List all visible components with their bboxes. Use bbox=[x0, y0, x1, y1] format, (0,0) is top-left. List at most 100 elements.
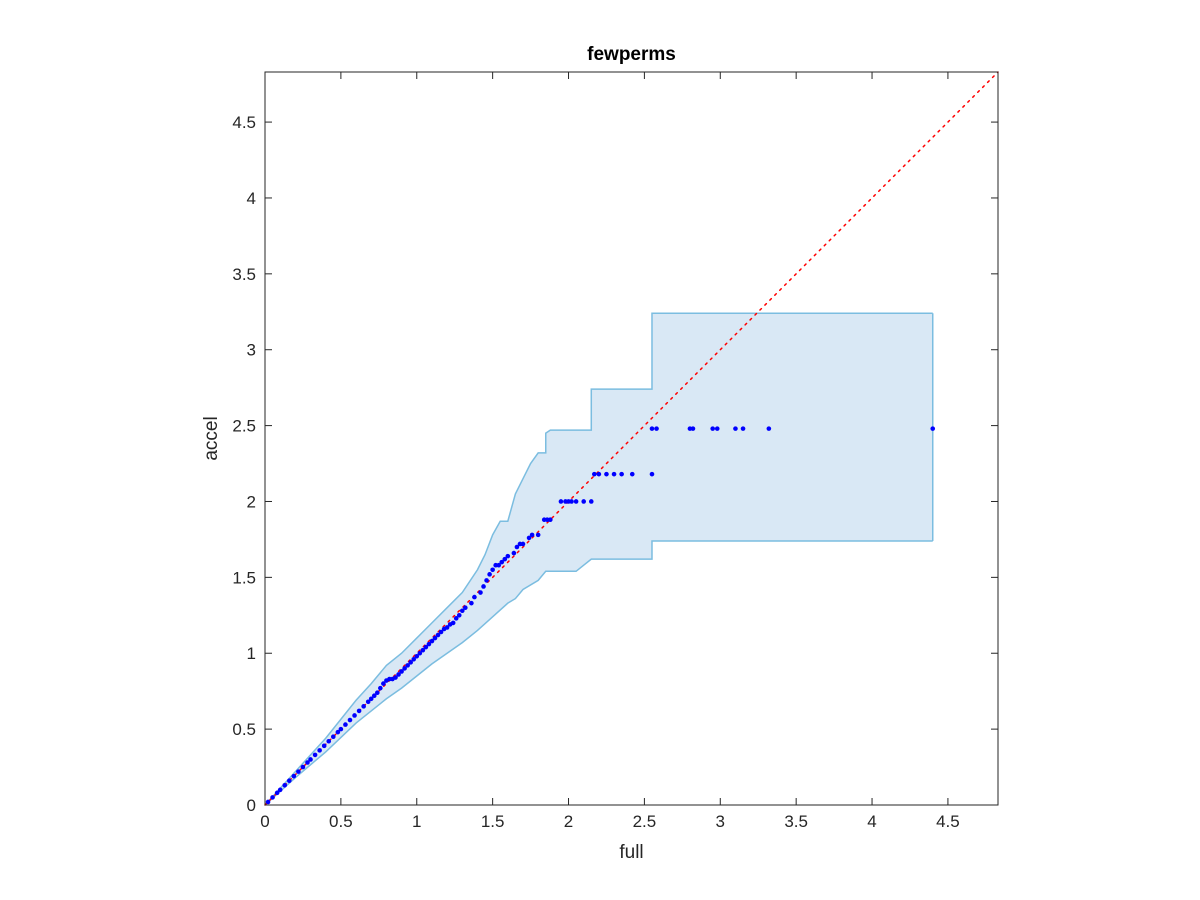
data-point bbox=[356, 708, 362, 714]
data-point bbox=[399, 669, 404, 674]
data-point bbox=[740, 426, 746, 431]
band-upper-edge bbox=[264, 312, 933, 806]
data-point bbox=[335, 729, 341, 735]
data-point bbox=[308, 757, 313, 762]
data-point bbox=[450, 620, 456, 626]
y-tick-label: 1 bbox=[247, 644, 256, 663]
data-point bbox=[347, 717, 353, 723]
data-point bbox=[381, 681, 386, 686]
y-tick-label: 3.5 bbox=[232, 265, 256, 284]
data-point bbox=[286, 778, 292, 784]
data-point bbox=[291, 773, 297, 779]
data-point bbox=[733, 426, 738, 431]
data-point bbox=[535, 532, 541, 538]
data-point bbox=[596, 471, 602, 477]
band-lower-edge bbox=[264, 540, 933, 806]
data-point bbox=[365, 699, 371, 705]
data-point bbox=[629, 471, 635, 477]
data-point bbox=[490, 567, 495, 573]
data-point bbox=[588, 499, 594, 504]
data-point bbox=[411, 657, 417, 662]
y-tick-label: 1.5 bbox=[232, 568, 256, 587]
data-point bbox=[526, 535, 532, 541]
data-point bbox=[463, 605, 468, 611]
data-point bbox=[277, 787, 283, 793]
chart-title: fewperms bbox=[587, 44, 676, 65]
data-point bbox=[429, 638, 435, 644]
data-point bbox=[496, 562, 502, 568]
x-tick-label: 4 bbox=[867, 812, 876, 831]
y-axis-label: accel bbox=[201, 416, 222, 460]
data-point bbox=[548, 517, 553, 522]
data-point bbox=[649, 471, 655, 477]
x-tick-label: 3 bbox=[716, 812, 725, 831]
data-point bbox=[321, 743, 327, 749]
reference-line-layer bbox=[264, 71, 999, 806]
data-point bbox=[435, 632, 441, 638]
data-point bbox=[371, 693, 377, 699]
data-point bbox=[274, 790, 280, 796]
reference-line bbox=[264, 71, 999, 806]
data-point bbox=[438, 629, 444, 635]
data-point bbox=[511, 550, 517, 556]
data-point bbox=[611, 471, 617, 477]
data-point bbox=[405, 663, 410, 668]
data-point bbox=[592, 471, 597, 477]
y-tick-label: 4.5 bbox=[232, 113, 256, 132]
data-point bbox=[305, 760, 310, 765]
data-point bbox=[481, 584, 486, 589]
data-point bbox=[420, 647, 426, 653]
data-point bbox=[502, 556, 508, 562]
data-point bbox=[569, 499, 574, 504]
data-point bbox=[326, 738, 332, 744]
data-point bbox=[581, 499, 586, 504]
data-point bbox=[505, 553, 511, 559]
axis-ticks: 0 0.5 1 1.5 2 2.5 3 3.5 4 4.5 0 0.5 1 1.5 2 2.5 3 3.5 4 4.5 bbox=[232, 72, 998, 831]
data-point bbox=[573, 499, 579, 504]
data-point bbox=[444, 625, 450, 630]
data-point bbox=[423, 644, 429, 650]
data-point bbox=[514, 544, 520, 550]
data-point bbox=[393, 675, 398, 680]
x-tick-label: 2.5 bbox=[633, 812, 657, 831]
data-point bbox=[396, 672, 401, 677]
data-point bbox=[930, 426, 936, 431]
data-point bbox=[330, 734, 336, 740]
data-point bbox=[417, 650, 423, 656]
x-axis-label: full bbox=[619, 842, 643, 863]
confidence-band bbox=[264, 312, 934, 806]
data-point bbox=[766, 426, 772, 431]
data-point bbox=[312, 752, 318, 758]
plot-frame bbox=[264, 71, 999, 806]
data-point bbox=[529, 532, 535, 538]
data-point bbox=[478, 590, 483, 595]
y-tick-label: 2.5 bbox=[232, 417, 256, 436]
data-point bbox=[484, 578, 489, 583]
data-point bbox=[368, 696, 374, 702]
x-tick-label: 4.5 bbox=[936, 812, 960, 831]
data-point bbox=[499, 559, 505, 565]
data-point bbox=[459, 608, 465, 614]
data-point bbox=[317, 748, 322, 753]
data-point bbox=[714, 426, 720, 431]
data-point bbox=[487, 572, 492, 577]
data-point bbox=[619, 471, 624, 477]
x-tick-label: 2 bbox=[564, 812, 573, 831]
data-point bbox=[558, 499, 564, 504]
data-point bbox=[270, 795, 275, 800]
data-point bbox=[300, 764, 306, 770]
y-tick-label: 4 bbox=[247, 189, 256, 208]
x-tick-label: 0 bbox=[260, 812, 269, 831]
data-point bbox=[378, 685, 383, 691]
data-point bbox=[343, 722, 348, 727]
data-point bbox=[426, 641, 432, 647]
data-point bbox=[604, 471, 609, 477]
y-tick-label: 0.5 bbox=[232, 720, 256, 739]
x-tick-label: 1.5 bbox=[481, 812, 505, 831]
data-point bbox=[375, 690, 380, 695]
data-point bbox=[408, 660, 413, 665]
data-point bbox=[654, 426, 659, 431]
x-tick-label: 3.5 bbox=[784, 812, 808, 831]
data-point bbox=[472, 594, 477, 600]
